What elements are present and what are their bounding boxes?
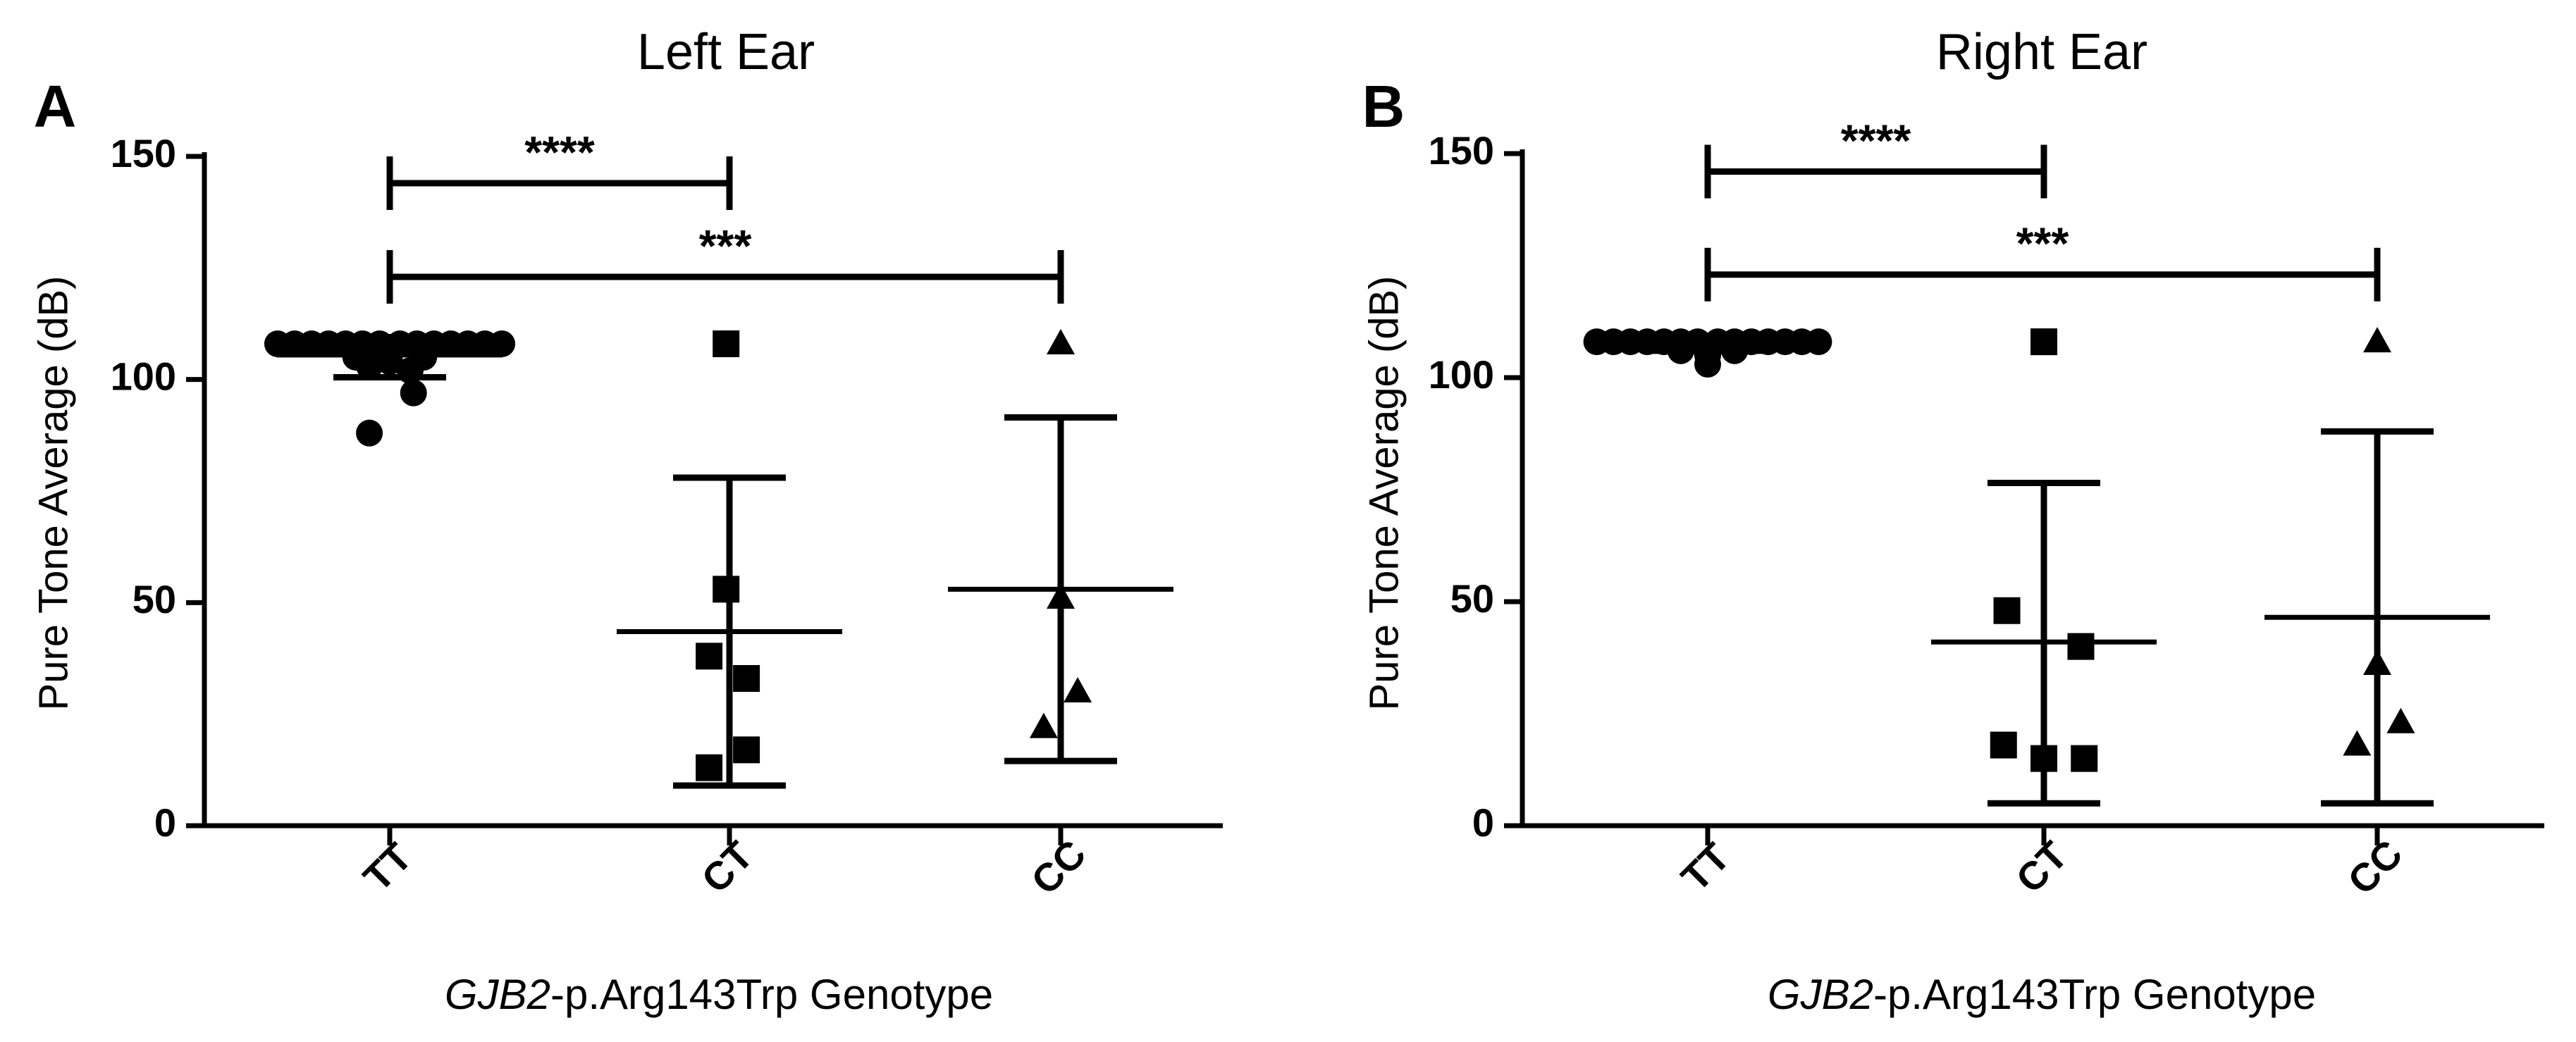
data-point bbox=[1993, 597, 2021, 624]
data-point bbox=[733, 736, 760, 764]
x-tick-label: CT bbox=[693, 833, 761, 901]
significance-bracket: *** bbox=[1704, 218, 2381, 302]
x-tick-label: CT bbox=[2007, 833, 2076, 901]
significance-bracket: **** bbox=[1704, 115, 2047, 199]
data-point bbox=[2363, 327, 2391, 353]
y-tick-label: 0 bbox=[1472, 800, 1494, 845]
data-point bbox=[1029, 712, 1058, 738]
chart-title: Right Ear bbox=[1936, 24, 2147, 80]
series-ct bbox=[1931, 328, 2157, 807]
y-tick-label: 50 bbox=[1450, 576, 1494, 621]
significance-label: *** bbox=[699, 221, 752, 271]
data-point bbox=[713, 330, 740, 357]
series-ct bbox=[617, 330, 842, 789]
series-cc bbox=[948, 329, 1173, 764]
data-point bbox=[696, 754, 723, 781]
series-cc bbox=[2264, 327, 2490, 807]
x-tick-label: CC bbox=[1023, 831, 1095, 903]
data-point bbox=[356, 419, 383, 447]
x-tick-label: CC bbox=[2339, 831, 2411, 903]
y-tick-label: 0 bbox=[154, 800, 176, 845]
data-point bbox=[488, 330, 516, 357]
significance-bracket: *** bbox=[386, 221, 1064, 304]
chart-panel-a: Left Ear A Pure Tone Average (dB) GJB2-p.Ar… bbox=[30, 24, 1223, 1018]
significance-label: **** bbox=[524, 127, 595, 178]
data-point bbox=[1990, 731, 2017, 759]
data-point bbox=[2343, 730, 2372, 756]
data-point bbox=[356, 352, 383, 380]
chart-title: Left Ear bbox=[637, 24, 815, 80]
y-tick-label: 50 bbox=[133, 577, 176, 621]
significance-label: *** bbox=[2016, 218, 2069, 269]
x-axis-label-gene: GJB2 bbox=[445, 971, 550, 1018]
panel-label: B bbox=[1362, 73, 1405, 139]
y-axis-label: Pure Tone Average (dB) bbox=[1361, 276, 1407, 711]
y-tick-label: 100 bbox=[1429, 352, 1494, 397]
data-point bbox=[2030, 328, 2057, 356]
panel-label: A bbox=[34, 73, 77, 139]
significance-bracket: **** bbox=[386, 127, 733, 210]
significance-label: **** bbox=[1841, 115, 1911, 166]
x-axis-label-rest: -p.Arg143Trp Genotype bbox=[1873, 971, 2316, 1018]
x-tick-label: TT bbox=[355, 834, 420, 900]
y-tick-label: 150 bbox=[111, 131, 176, 175]
series-tt bbox=[264, 330, 516, 447]
data-point bbox=[1047, 329, 1075, 354]
data-point bbox=[733, 665, 760, 692]
data-point bbox=[1064, 677, 1092, 702]
data-point bbox=[400, 379, 427, 407]
chart-panel-b: Right Ear B Pure Tone Average (dB) GJB2-p.A… bbox=[1361, 24, 2544, 1018]
x-axis-label-gene: GJB2 bbox=[1768, 971, 1873, 1018]
y-tick-label: 150 bbox=[1429, 128, 1494, 173]
x-axis-label-rest: -p.Arg143Trp Genotype bbox=[550, 971, 993, 1018]
data-point bbox=[696, 643, 723, 670]
x-axis-label: GJB2-p.Arg143Trp Genotype bbox=[445, 971, 993, 1018]
series-tt bbox=[1583, 328, 1832, 378]
data-point bbox=[1694, 350, 1721, 378]
data-point bbox=[713, 576, 740, 603]
x-axis-label: GJB2-p.Arg143Trp Genotype bbox=[1768, 971, 2316, 1018]
data-point bbox=[2386, 707, 2415, 733]
y-tick-label: 100 bbox=[111, 354, 176, 398]
x-tick-label: TT bbox=[1672, 834, 1738, 900]
data-point bbox=[2067, 633, 2095, 660]
y-axis-label: Pure Tone Average (dB) bbox=[30, 276, 76, 711]
data-point bbox=[2071, 745, 2098, 772]
